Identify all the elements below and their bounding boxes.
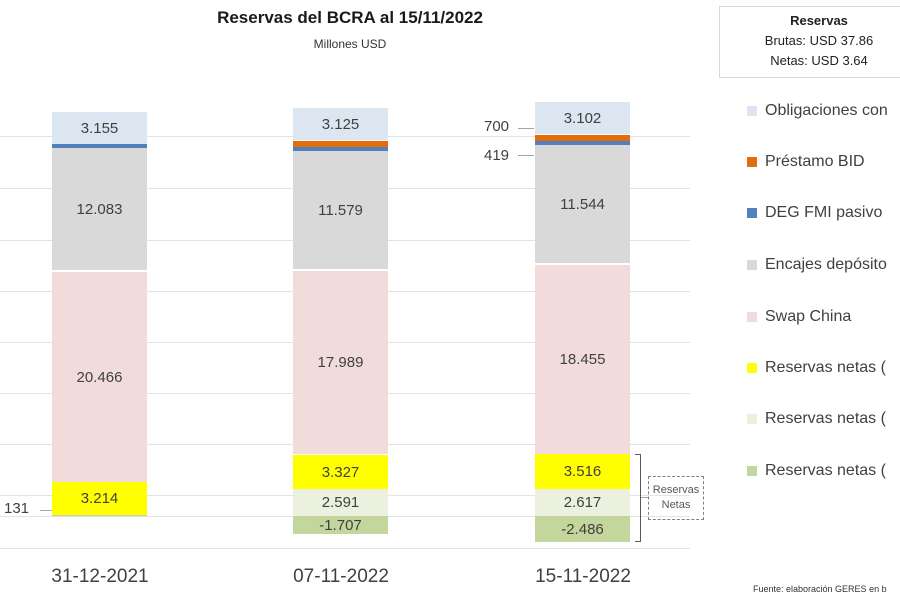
segment-deg-fmi xyxy=(535,141,630,145)
legend-item-prestamo-bid: Préstamo BID xyxy=(747,149,900,175)
source-note: Fuente: elaboración GERES en b xyxy=(753,584,887,594)
callout-line-2: Netas xyxy=(661,499,691,511)
legend-swatch-icon xyxy=(747,208,757,218)
label-prestamo-bid-2022: 700 xyxy=(484,118,510,135)
segment-swap-china: 20.466 xyxy=(52,272,147,482)
segment-netas-green: -2.486 xyxy=(535,516,630,542)
label-netas-green-2021: 131 xyxy=(4,500,30,517)
legend-swatch-icon xyxy=(747,312,757,322)
bar-31-12-2021: 3.155 12.083 20.466 3.214 xyxy=(52,0,147,600)
bar-15-11-2022: 3.102 11.544 18.455 3.516 2.617 -2.486 xyxy=(535,0,630,600)
segment-netas-yellow: 3.214 xyxy=(52,482,147,515)
callout-line-1: Reservas xyxy=(652,484,700,496)
segment-obligaciones: 3.125 xyxy=(293,108,388,140)
legend-item-netas-green: Reservas netas ( xyxy=(747,458,900,484)
leader-line xyxy=(518,155,534,156)
segment-netas-green: -1.707 xyxy=(293,516,388,534)
segment-swap-china: 18.455 xyxy=(535,265,630,454)
segment-deg-fmi xyxy=(293,147,388,151)
reserves-summary-box: Reservas Brutas: USD 37.86 Netas: USD 3.… xyxy=(719,6,900,78)
legend-item-netas-light: Reservas netas ( xyxy=(747,406,900,432)
legend-swatch-icon xyxy=(747,260,757,270)
segment-obligaciones: 3.102 xyxy=(535,102,630,134)
legend-swatch-icon xyxy=(747,106,757,116)
segment-encajes: 12.083 xyxy=(52,148,147,270)
legend-swatch-icon xyxy=(747,414,757,424)
chart-subtitle: Millones USD xyxy=(313,37,387,51)
legend-label: Reservas netas ( xyxy=(765,462,886,479)
x-axis-label: 07-11-2022 xyxy=(293,566,389,587)
chart-title: Reservas del BCRA al 15/11/2022 xyxy=(217,8,483,27)
segment-deg-fmi xyxy=(52,144,147,148)
gridline xyxy=(0,548,690,549)
segment-netas-yellow: 3.516 xyxy=(535,454,630,489)
net-reserves-callout: Reservas Netas xyxy=(648,476,704,520)
legend-label: Reservas netas ( xyxy=(765,359,886,376)
segment-netas-yellow: 3.327 xyxy=(293,455,388,489)
legend-item-obligaciones: Obligaciones con xyxy=(747,98,900,124)
legend-item-swap-china: Swap China xyxy=(747,304,900,330)
legend-label: Swap China xyxy=(765,308,852,325)
segment-prestamo-bid xyxy=(535,135,630,141)
legend-label: Reservas netas ( xyxy=(765,410,886,427)
summary-heading: Reservas xyxy=(790,13,848,28)
segment-netas-green xyxy=(52,515,147,516)
legend-label: Encajes depósito xyxy=(765,256,887,273)
x-axis-label: 31-12-2021 xyxy=(51,566,149,587)
legend-swatch-icon xyxy=(747,466,757,476)
legend-item-deg-fmi: DEG FMI pasivo xyxy=(747,200,900,226)
bracket-connector xyxy=(641,497,649,498)
leader-line xyxy=(40,510,52,511)
segment-obligaciones: 3.155 xyxy=(52,112,147,144)
net-reserves-bracket xyxy=(635,454,641,542)
legend-item-encajes: Encajes depósito xyxy=(747,252,900,278)
segment-prestamo-bid xyxy=(293,141,388,147)
legend-swatch-icon xyxy=(747,363,757,373)
legend-label: Obligaciones con xyxy=(765,102,888,119)
legend-swatch-icon xyxy=(747,157,757,167)
segment-swap-china: 17.989 xyxy=(293,271,388,454)
segment-netas-light: 2.591 xyxy=(293,489,388,516)
plot-area: 3.155 12.083 20.466 3.214 131 3.125 11.5… xyxy=(0,0,704,600)
segment-encajes: 11.579 xyxy=(293,151,388,269)
bar-07-11-2022: 3.125 11.579 17.989 3.327 2.591 -1.707 xyxy=(293,0,388,600)
legend-item-netas-yellow: Reservas netas ( xyxy=(747,355,900,381)
legend-label: DEG FMI pasivo xyxy=(765,204,883,221)
leader-line xyxy=(518,128,534,129)
segment-netas-light: 2.617 xyxy=(535,489,630,516)
segment-encajes: 11.544 xyxy=(535,145,630,263)
x-axis-label: 15-11-2022 xyxy=(535,566,631,587)
legend-label: Préstamo BID xyxy=(765,153,865,170)
summary-net-reserves: Netas: USD 3.64 xyxy=(770,53,868,68)
label-deg-fmi-2022: 419 xyxy=(484,147,510,164)
summary-gross-reserves: Brutas: USD 37.86 xyxy=(764,33,874,48)
